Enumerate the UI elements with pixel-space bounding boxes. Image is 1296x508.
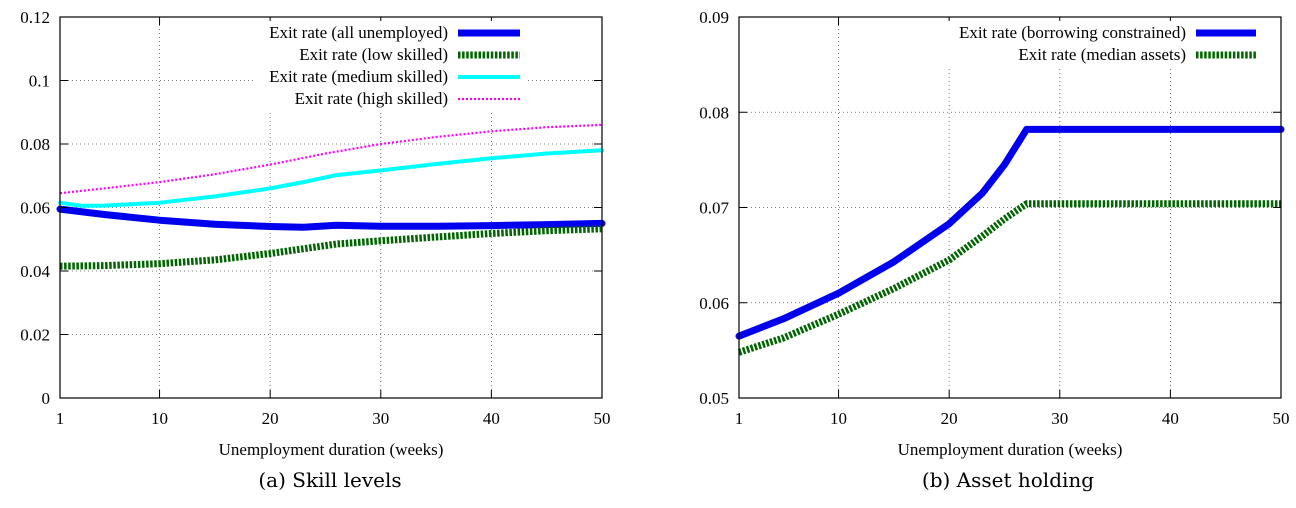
x-tick-label: 10: [151, 409, 168, 428]
legend-label: Exit rate (high skilled): [295, 89, 448, 108]
series-line: [59, 123, 603, 195]
y-tick-label: 0: [42, 389, 51, 408]
series-line: [59, 225, 603, 270]
x-tick-label: 50: [1273, 409, 1290, 428]
x-tick-label: 20: [262, 409, 279, 428]
legend: Exit rate (borrowing constrained) Exit ra…: [926, 21, 1261, 69]
y-tick-label: 0.02: [20, 326, 50, 345]
y-tick-label: 0.05: [699, 389, 729, 408]
chart-asset-holding: 1 10 20 30 40 50 0.05 0.06 0.07 0.08 0.09 Unemploy…: [699, 8, 1289, 492]
x-tick-label: 20: [941, 409, 958, 428]
legend-label: Exit rate (all unemployed): [269, 23, 448, 42]
x-tick-label: 40: [483, 409, 500, 428]
x-tick-label: 1: [56, 409, 65, 428]
legend-label: Exit rate (medium skilled): [269, 67, 448, 86]
x-tick-label: 30: [1051, 409, 1068, 428]
caption: (a) Skill levels: [258, 468, 401, 492]
x-tick-label: 30: [372, 409, 389, 428]
x-tick-label: 50: [594, 409, 611, 428]
series-line: [56, 205, 606, 231]
y-tick-label: 0.06: [20, 199, 50, 218]
x-tick-label: 40: [1162, 409, 1179, 428]
series-line: [737, 200, 1281, 356]
caption: (b) Asset holding: [922, 468, 1094, 492]
x-axis-label: Unemployment duration (weeks): [898, 440, 1123, 459]
legend-label: Exit rate (borrowing constrained): [959, 23, 1186, 42]
chart-skill-levels: 1 10 20 30 40 50 0 0.02 0.04 0.06 0.08 0.1 0.12 Unem…: [20, 8, 610, 492]
legend-label: Exit rate (low skilled): [299, 45, 448, 64]
x-tick-label: 10: [830, 409, 847, 428]
y-tick-label: 0.08: [20, 135, 50, 154]
y-tick-label: 0.12: [20, 8, 50, 27]
y-tick-label: 0.06: [699, 294, 729, 313]
legend-background: [926, 21, 1261, 69]
x-tick-label: 1: [735, 409, 744, 428]
legend: Exit rate (all unemployed) Exit rate (low…: [255, 21, 525, 113]
y-tick-label: 0.1: [29, 72, 50, 91]
series-line: [58, 148, 604, 208]
y-tick-label: 0.07: [699, 199, 729, 218]
y-tick-label: 0.09: [699, 8, 729, 27]
series-line: [735, 125, 1285, 340]
y-tick-label: 0.04: [20, 262, 50, 281]
y-tick-label: 0.08: [699, 103, 729, 122]
legend-label: Exit rate (median assets): [1018, 45, 1186, 64]
x-axis-label: Unemployment duration (weeks): [219, 440, 444, 459]
